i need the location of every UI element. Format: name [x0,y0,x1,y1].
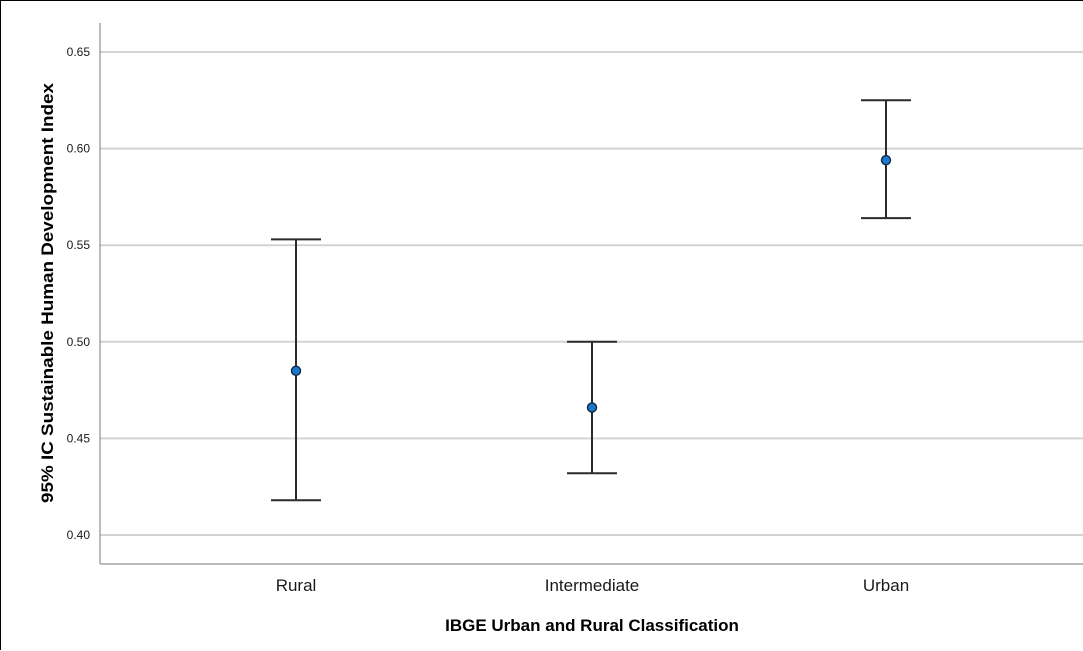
y-tick-labels: 0.40 0.45 0.50 0.55 0.60 0.65 [67,45,91,542]
y-axis-title: 95% IC Sustainable Human Development Ind… [38,82,57,503]
x-category-labels: Rural Intermediate Urban [276,576,909,595]
y-tick-label: 0.55 [67,238,91,252]
x-category-label: Rural [276,576,317,595]
y-tick-label: 0.65 [67,45,91,59]
y-tick-label: 0.45 [67,431,91,445]
y-tick-label: 0.40 [67,528,91,542]
x-category-label: Urban [863,576,909,595]
error-bars [271,99,911,502]
y-tick-label: 0.60 [67,142,91,156]
y-tick-label: 0.50 [67,335,91,349]
axes [99,23,1083,565]
x-axis-title: IBGE Urban and Rural Classification [445,616,739,635]
mean-point-rural [290,365,302,377]
mean-point-intermediate [586,402,598,413]
mean-points [290,154,892,413]
mean-point-urban [880,154,892,166]
x-category-label: Intermediate [545,576,640,595]
